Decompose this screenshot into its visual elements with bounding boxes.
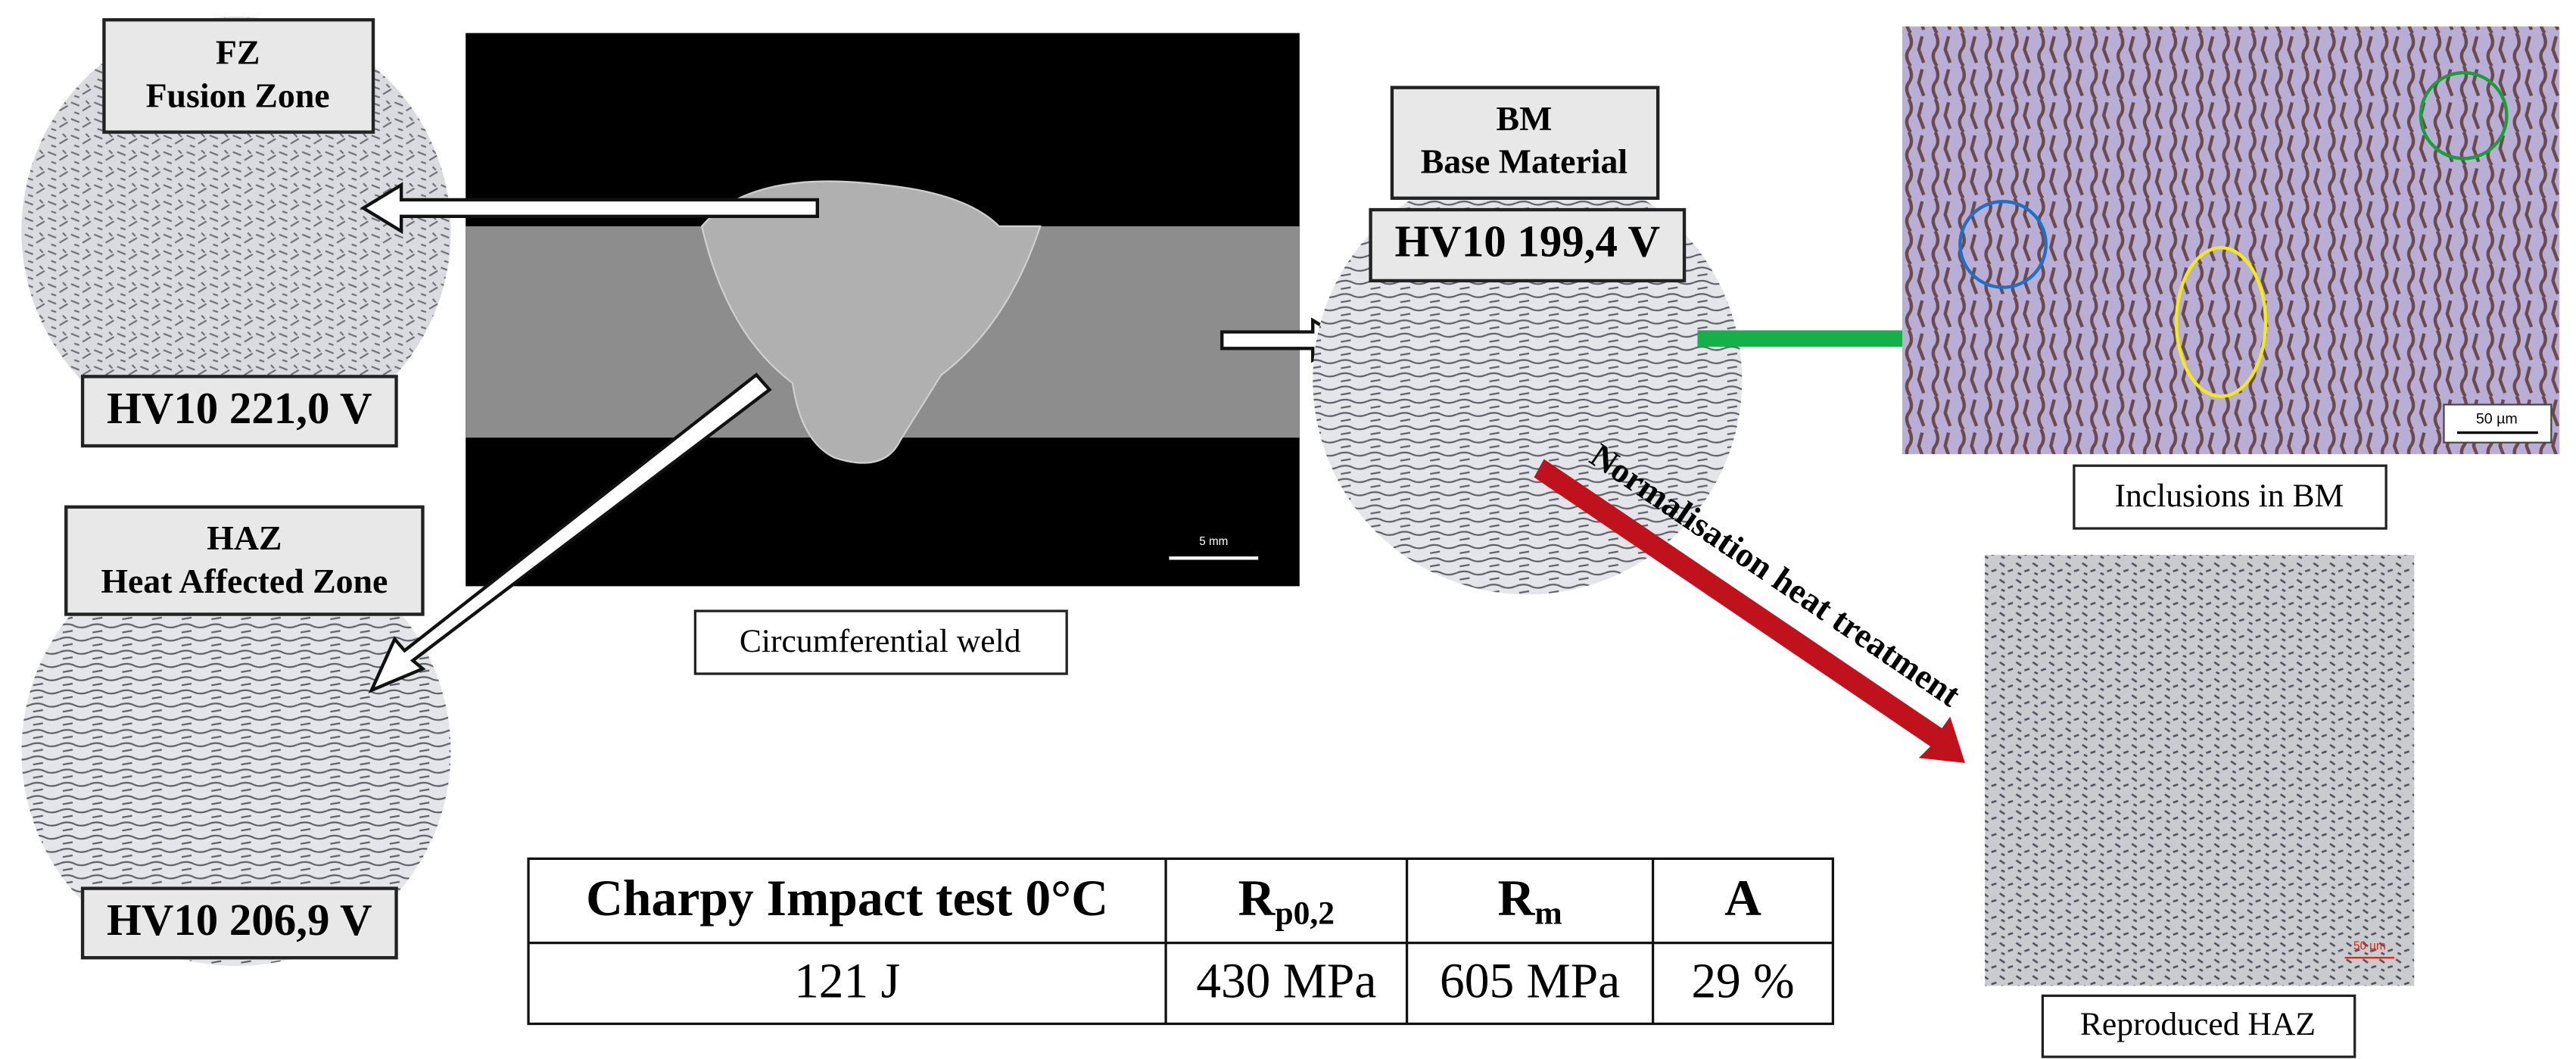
header-sub: m [1534,895,1562,932]
page: { "fusion_zone": {"code": "FZ", "name": … [0,0,2576,1059]
weld-scale: 5 mm [1199,535,1228,548]
fz-name: Fusion Zone [146,76,330,114]
table-header: A [1724,870,1761,927]
bm-hardness: HV10 199,4 V [1395,217,1661,266]
reproduced-photo [1985,555,2414,986]
header-main: A [1724,870,1761,927]
table-cell: 605 MPa [1440,954,1620,1008]
inclusions-scale: 50 µm [2476,410,2518,427]
header-sub: p0,2 [1275,895,1335,932]
table-cell: 29 % [1691,954,1794,1008]
header-main: R [1497,870,1535,927]
haz-code: HAZ [207,519,282,557]
heat-treatment-arrow [1534,459,1965,762]
bm-code: BM [1497,99,1553,138]
header-main: R [1238,870,1276,927]
fz-code: FZ [216,33,260,72]
header-main: Charpy Impact test 0°C [586,870,1108,927]
table-header: Charpy Impact test 0°C [586,870,1108,927]
weld-caption: Circumferential weld [740,623,1021,659]
haz-name: Heat Affected Zone [101,562,388,600]
heat-treatment-label: Normalisation heat treatment [1584,436,1968,715]
inclusions-caption: Inclusions in BM [2114,478,2344,514]
inclusions-photo [1902,26,2559,454]
bm-name: Base Material [1421,142,1628,181]
fz-hardness: HV10 221,0 V [107,384,372,433]
table-cell: 430 MPa [1196,954,1376,1008]
reproduced-caption: Reproduced HAZ [2080,1006,2316,1042]
reproduced-scale: 50 µm [2353,939,2386,952]
figure: FZ Fusion Zone HV10 221,0 V HAZ Heat Aff… [0,0,2576,1059]
haz-hardness: HV10 206,9 V [107,895,372,945]
table-cell: 121 J [794,954,900,1008]
